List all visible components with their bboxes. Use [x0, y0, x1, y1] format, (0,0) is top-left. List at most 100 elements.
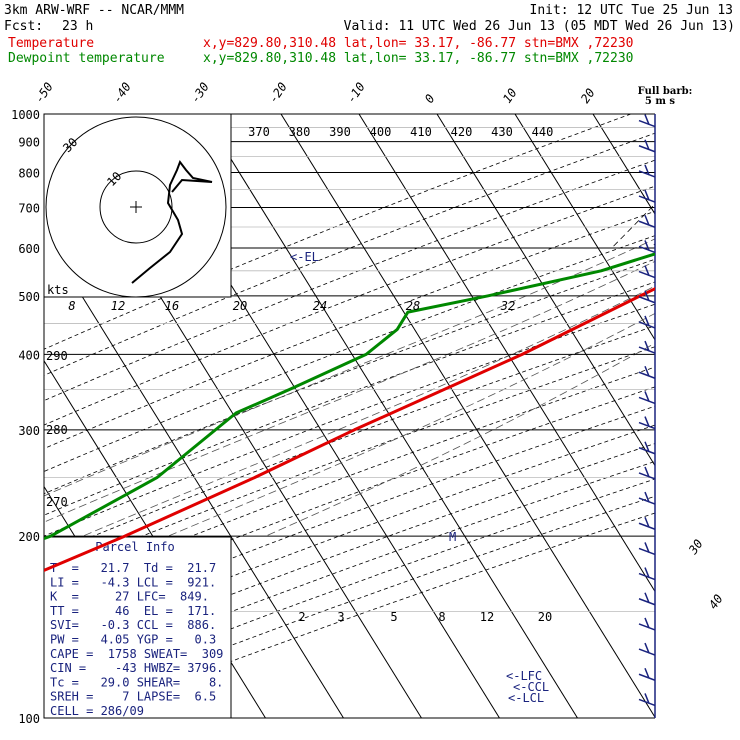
parcel-info-box: Parcel Info T = 21.7 Td = 21.7LI = -4.3 L…	[43, 536, 232, 719]
parcel-info-row: Tc = 29.0 SHEAR= 8.	[50, 675, 223, 689]
speed-scale-label: 16	[165, 299, 179, 313]
wind-barb-tick	[644, 189, 650, 201]
model-title: 3km ARW-WRF -- NCAR/MMM	[4, 3, 184, 18]
wind-barb-tick	[644, 516, 650, 528]
wind-barb-tick	[644, 214, 650, 226]
dewpoint-profile	[44, 252, 655, 541]
mixing-ratio-label: 2	[298, 610, 305, 624]
wind-barb-tick	[644, 114, 650, 125]
wind-barb	[638, 441, 656, 455]
mixing-ratio-label: 20	[538, 610, 552, 624]
wind-barb	[638, 466, 656, 480]
wind-barb-flag	[638, 698, 656, 707]
wind-barb-tick	[644, 340, 650, 352]
parcel-info-row: T = 21.7 Td = 21.7	[50, 561, 216, 575]
marker-m: M	[449, 530, 456, 544]
wind-barb-tick	[644, 164, 650, 176]
pressure-tick-label: 700	[18, 202, 40, 216]
wind-barb	[638, 617, 656, 631]
parcel-info-title: Parcel Info	[95, 540, 174, 554]
wind-barb	[638, 491, 656, 505]
wind-barb	[638, 315, 656, 329]
wind-barb-flag	[638, 472, 656, 480]
parcel-info-row: SVI= -0.3 CCL = 886.	[50, 618, 216, 632]
wind-barb-flag	[638, 170, 656, 178]
speed-scale-label: 24	[313, 299, 327, 313]
isotherm-label: 20	[578, 86, 598, 106]
parcel-info-frame	[43, 536, 232, 719]
pressure-tick-label: 800	[18, 167, 40, 181]
wind-barb	[638, 567, 656, 581]
wind-barb-flag	[638, 572, 656, 581]
valid-time: Valid: 11 UTC Wed 26 Jun 13 (05 MDT Wed …	[344, 19, 735, 34]
parcel-info-row: K = 27 LFC= 849.	[50, 590, 209, 604]
wind-barb-flag	[638, 371, 656, 379]
wind-barb-flag	[638, 270, 656, 279]
wind-barb	[638, 693, 656, 707]
sounding-profiles	[44, 252, 655, 572]
hodograph-frame	[43, 113, 232, 298]
wind-barb	[638, 340, 656, 354]
theta-label: 380	[289, 125, 311, 139]
wind-barb	[638, 139, 656, 153]
wind-barb-flag	[638, 245, 656, 254]
theta-label: 370	[248, 125, 270, 139]
isotherm-label: 30	[685, 537, 705, 558]
isotherm-line	[671, 114, 740, 718]
isotherm-label: 0	[422, 92, 438, 106]
wind-barb-tick	[644, 265, 650, 276]
wind-barb-flag	[638, 321, 656, 329]
wind-barb-flag	[638, 673, 656, 681]
wind-barb	[638, 189, 656, 203]
speed-scale-label: 20	[233, 299, 247, 313]
speed-scale-label: 8	[68, 299, 75, 313]
parcel-info-row: TT = 46 EL = 171.	[50, 604, 216, 618]
wind-barb-tick	[644, 642, 650, 654]
pressure-tick-label: 1000	[11, 108, 40, 122]
wind-barb	[638, 516, 656, 530]
isotherm-label: -30	[188, 80, 212, 106]
isotherm-label: -40	[110, 80, 134, 106]
parcel-info-row: PW = 4.05 YGP = 0.3	[50, 633, 216, 647]
pressure-tick-label: 400	[18, 348, 40, 362]
wind-barb	[638, 365, 656, 379]
marker-el: <-EL	[290, 250, 319, 264]
mixing-ratio-label: 8	[438, 610, 445, 624]
wind-barb-flag	[638, 623, 656, 631]
isotherm-label: -20	[266, 80, 290, 106]
isotherm-line	[280, 114, 655, 718]
dry-adiabat-label: 290	[46, 349, 68, 363]
wind-barb-tick	[644, 617, 650, 629]
theta-label: 420	[451, 125, 473, 139]
isotherm-line	[358, 114, 655, 593]
forecast-label: Fcst:	[4, 19, 43, 34]
hodograph-ring	[45, 116, 227, 298]
wind-barb-tick	[644, 365, 650, 377]
moist-adiabat-line	[265, 342, 655, 537]
wind-barb-tick	[644, 667, 650, 679]
wind-barb-tick	[644, 290, 650, 302]
wind-barb-tick	[644, 466, 650, 478]
barb-legend-units: 5 m s	[645, 96, 676, 107]
parcel-info-row: LI = -4.3 LCL = 921.	[50, 575, 216, 589]
wind-barb	[638, 642, 656, 656]
theta-label: 440	[532, 125, 554, 139]
wind-barbs	[638, 114, 656, 707]
wind-barb-tick	[644, 416, 650, 427]
wind-barb-flag	[638, 396, 656, 405]
isotherm-label: 40	[706, 592, 726, 612]
isotherm-line	[44, 234, 344, 718]
mixing-ratio-line	[702, 114, 740, 248]
barb-legend-title: Full barb:	[638, 86, 693, 97]
wind-barb	[638, 290, 656, 304]
theta-label: 390	[329, 125, 351, 139]
mixing-ratio-label: 5	[390, 610, 397, 624]
init-time: Init: 12 UTC Tue 25 Jun 13	[530, 3, 734, 18]
hodograph-ring	[99, 170, 173, 244]
wind-barb	[638, 265, 656, 279]
wind-barb	[638, 164, 656, 178]
legend-temperature-location: x,y=829.80,310.48 lat,lon= 33.17, -86.77…	[203, 36, 633, 51]
wind-barb-tick	[644, 315, 650, 327]
wind-barb-flag	[638, 220, 656, 228]
